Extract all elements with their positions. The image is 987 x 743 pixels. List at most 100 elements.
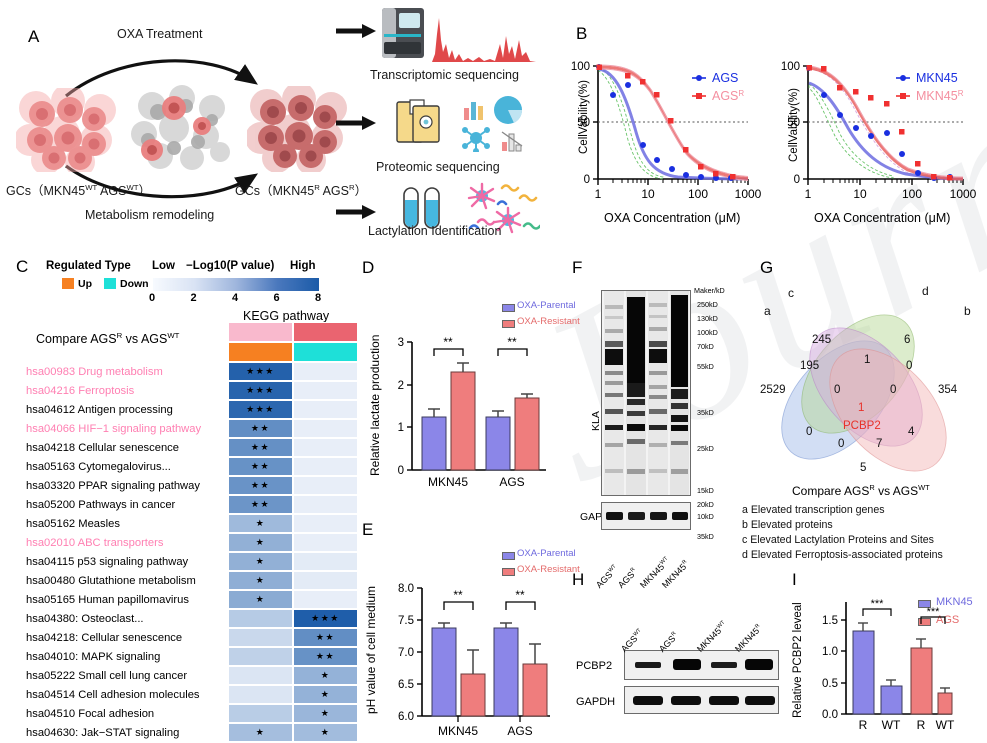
schematic-arrows: [64, 59, 259, 199]
mkn45-y-axis-label: CellVability(%): [788, 88, 800, 162]
colorbar-ticks: 0 2 4 6 8: [149, 292, 322, 308]
heatmap-cell-down: [293, 514, 358, 533]
venn-gene-pcbp2: PCBP2: [843, 420, 881, 432]
pathway-label: hsa00983 Drug metabolism: [26, 365, 163, 378]
label-sup2: R: [348, 182, 355, 192]
venn-legend-item-d: d Elevated Ferroptosis-associated protei…: [742, 549, 943, 561]
transcriptomic-sequencing-label: Transcriptomic sequencing: [370, 68, 519, 82]
compare-mid: vs AGS: [122, 332, 168, 347]
panel-g-letter: G: [760, 258, 774, 277]
venn-set-label-a: a: [764, 304, 771, 318]
heatmap-cell-down: ★★: [293, 647, 358, 666]
marker-label: 55kD: [697, 362, 714, 371]
ags-x-axis-label: OXA Concentration (μM): [604, 211, 741, 225]
heatmap-cell-down: [293, 419, 358, 438]
label-post: ）: [354, 184, 368, 198]
ags-ytick-100: 100: [571, 61, 590, 73]
venn-legend-item-b: b Elevated proteins: [742, 519, 833, 531]
venn-set-label-c: c: [788, 286, 794, 300]
heatmap-cell-down: ★: [293, 685, 358, 704]
heatmap-cell-up: ★★: [228, 495, 293, 514]
heatmap-grid: ★★★ ★★★ ★★★ ★★ ★★ ★★ ★★ ★★ ★ ★ ★ ★ ★ ★★★ ★★ ★★ ★ ★ ★ ★ ★: [228, 322, 358, 742]
scale-low-label: Low: [152, 260, 175, 272]
colorbar-tick-8: 8: [315, 292, 322, 304]
pathway-label: hsa04115 p53 signaling pathway: [26, 555, 189, 568]
colorbar-tick-2: 2: [190, 292, 197, 304]
heatmap-cell-up: ★★★: [228, 362, 293, 381]
cell-cluster-parental-icon: [16, 88, 116, 172]
h-gapdh-row-label: GAPDH: [576, 696, 616, 708]
regulated-type-title: Regulated Type: [46, 260, 131, 272]
heatmap-cell-up: ★: [228, 552, 293, 571]
venn-count-c-only: 245: [812, 334, 832, 346]
oxa-treatment-label: OXA Treatment: [117, 27, 203, 41]
i-bar-chart: 1.5 1.0 0.5 0.0 *** *** R WT R WT: [822, 598, 955, 732]
folder-chart-icon: [396, 99, 440, 143]
colorbar-tick-0: 0: [149, 292, 156, 304]
d-ytick-1: 1: [398, 422, 404, 434]
d-legend-label-parental: OXA-Parental: [517, 300, 576, 311]
heatmap-cell-down: [293, 571, 358, 590]
h-gapdh-blot-image: [624, 686, 779, 714]
mkn45-ytick-50: 50: [787, 117, 800, 129]
heatmap-cell-up: [228, 609, 293, 628]
venn-legend-item-c: c Elevated Lactylation Proteins and Site…: [742, 534, 934, 546]
ags-xtick-100: 100: [688, 187, 708, 201]
cell-cluster-resistant-icon: [247, 86, 347, 172]
i-cat-wt1: WT: [882, 718, 901, 732]
pathway-label: hsa04510 Focal adhesion: [26, 707, 155, 720]
pvalue-colorbar: [153, 278, 319, 291]
mkn45-xtick-1000: 1000: [950, 187, 977, 201]
pathway-label: hsa05200 Pathways in cancer: [26, 498, 176, 511]
heatmap-cell-up: ★★★: [228, 381, 293, 400]
marker-label: 15kD: [697, 486, 714, 495]
heatmap-cell-up: ★★: [228, 476, 293, 495]
mkn45-x-axis-label: OXA Concentration (μM): [814, 211, 951, 225]
pathway-label: hsa05162 Measles: [26, 517, 120, 530]
pathway-label: hsa05222 Small cell lung cancer: [26, 669, 188, 682]
d-cat-ags: AGS: [499, 475, 524, 489]
colorbar-tick-4: 4: [232, 292, 239, 304]
heatmap-cell-up: ★★★: [228, 400, 293, 419]
e-bar-chart: 8.0 7.5 7.0 6.5 6.0 ** ** MKN45 AGS: [398, 583, 550, 738]
e-ytick-8: 8.0: [398, 583, 414, 595]
arrow-to-transcriptomic: [336, 24, 376, 38]
scale-high-label: High: [290, 260, 316, 272]
mkn45-ytick-0: 0: [794, 174, 800, 186]
pathway-label: hsa05163 Cytomegalovirus...: [26, 460, 171, 473]
h-lane-labels: AGSWT AGSR MKN45WT MKN45R: [619, 598, 784, 654]
arrow-to-proteomic: [336, 116, 376, 130]
heatmap-cell-up: ★: [228, 533, 293, 552]
ags-legend-label-2: AGSR: [712, 89, 744, 103]
heatmap-cell-up: ★: [228, 590, 293, 609]
pathway-label: hsa03320 PPAR signaling pathway: [26, 479, 200, 492]
venn-diagram: [781, 314, 947, 472]
gapdh-marker-label: 35kD: [697, 532, 714, 541]
marker-label: 10kD: [697, 512, 714, 521]
label-sup1: R: [314, 182, 320, 192]
venn-legend-item-a: a Elevated transcription genes: [742, 504, 885, 516]
mkn45-legend-label-1: MKN45: [916, 71, 958, 85]
up-label: Up: [78, 278, 92, 290]
marker-label: 70kD: [697, 342, 714, 351]
mkn45-dose-response-chart: 100 50 0 1 10 100 1000: [781, 61, 977, 201]
venn-count-d-only: 6: [904, 334, 911, 346]
heatmap-cell-up: ★: [228, 571, 293, 590]
e-cat-ags: AGS: [507, 724, 532, 738]
heatmap-cell-down: [293, 362, 358, 381]
pathway-label: hsa04216 Ferroptosis: [26, 384, 135, 397]
mkn45-xtick-100: 100: [902, 187, 922, 201]
heatmap-band-down: [293, 342, 358, 362]
ags-dose-response-chart: 100 50 0 1 10 100 1000: [571, 61, 762, 201]
pcbp2-row-label: PCBP2: [576, 660, 613, 672]
i-legend-label-mkn45: MKN45: [936, 596, 973, 608]
marker-label: 35kD: [697, 408, 714, 417]
d-sig-mkn45: **: [443, 335, 453, 349]
ags-legend: AGS AGSR: [692, 71, 744, 103]
i-cat-r2: R: [917, 718, 926, 732]
label-mid: AGS: [97, 184, 127, 198]
panel-h-letter: H: [572, 570, 585, 589]
mkn45-ytick-100: 100: [781, 61, 800, 73]
kegg-pathway-title: KEGG pathway: [243, 309, 330, 323]
heatmap-cell-up: ★★: [228, 457, 293, 476]
